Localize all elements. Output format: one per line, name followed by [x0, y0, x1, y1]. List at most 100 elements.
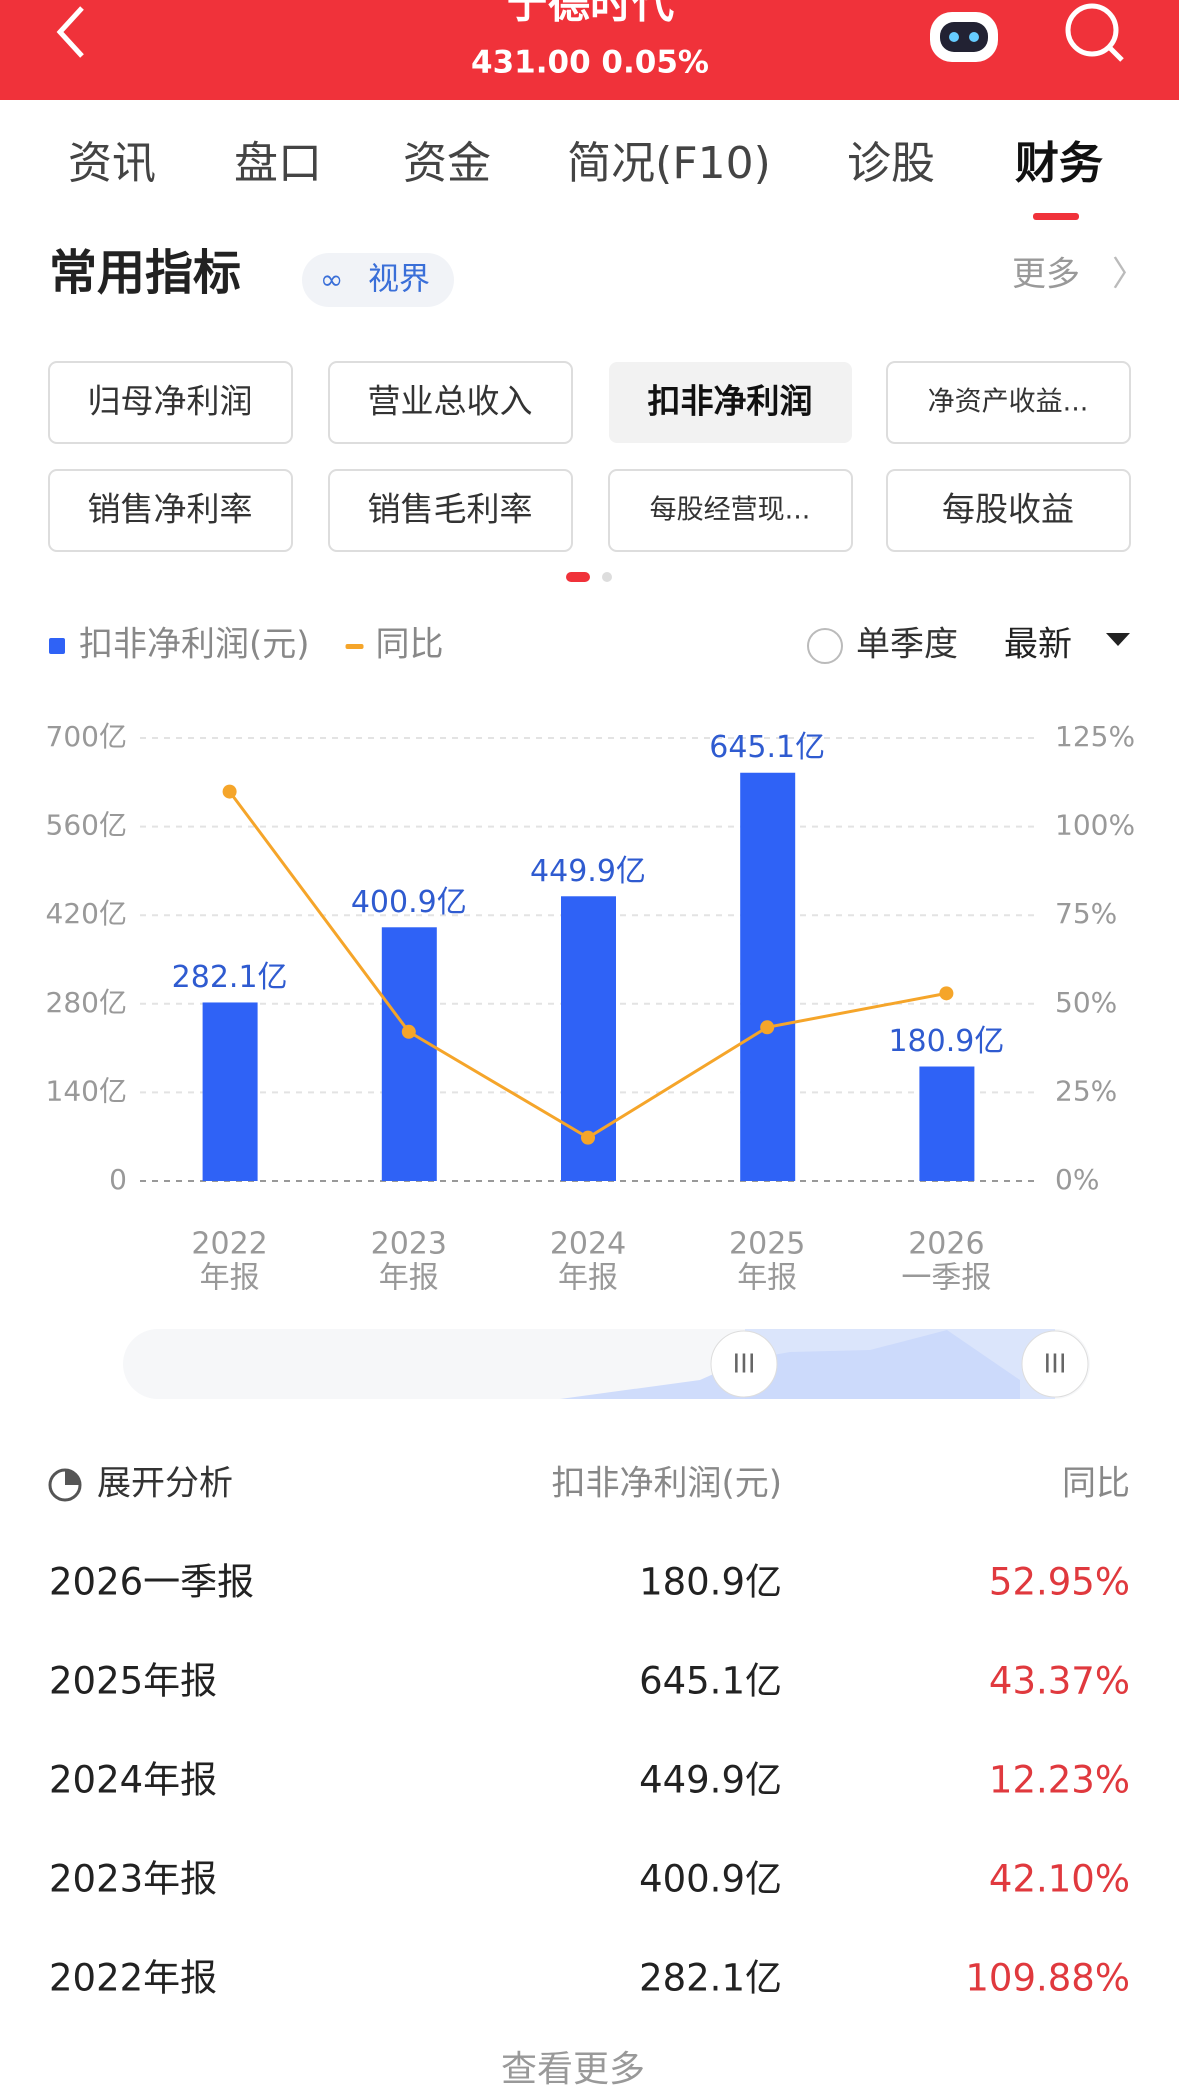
single-quarter[interactable]: 单季度	[856, 625, 958, 665]
chip-label: 销售净利率	[88, 490, 253, 529]
y-tick-label: 420亿	[46, 897, 127, 930]
chip[interactable]	[48, 361, 293, 444]
svg-text:III: III	[1043, 1350, 1066, 1380]
chip-label: 每股收益	[942, 490, 1074, 529]
table-header: 同比	[1062, 1464, 1130, 1504]
chip[interactable]	[609, 362, 852, 443]
y2-tick-label: 50%	[1055, 986, 1117, 1019]
table-cell: 180.9亿	[639, 1561, 782, 1604]
table-cell: 2023年报	[49, 1858, 217, 1901]
value-label: 645.1亿	[709, 730, 825, 765]
chip-label: 扣非净利润	[648, 382, 813, 421]
y-tick-label: 700亿	[46, 720, 127, 753]
x-tick-label: 2024	[550, 1227, 626, 1262]
table-cell: 42.10%	[989, 1858, 1130, 1901]
svg-text:III: III	[732, 1350, 755, 1380]
value-label: 400.9亿	[351, 885, 467, 920]
stock-quote: 431.00 0.05%	[471, 45, 709, 81]
line-point	[760, 1020, 775, 1035]
chip[interactable]	[328, 361, 573, 444]
x-tick-label: 一季报	[901, 1261, 991, 1296]
x-tick-label: 2022	[191, 1227, 267, 1262]
tab-indicator	[1033, 213, 1079, 220]
back-icon[interactable]	[56, 6, 84, 58]
y-tick-label: 560亿	[46, 809, 127, 842]
period-select[interactable]: 最新	[1004, 625, 1072, 665]
y-tick-label: 0	[109, 1163, 127, 1196]
table-cell: 2022年报	[49, 1957, 217, 2000]
value-label: 282.1亿	[172, 960, 288, 995]
line-point	[581, 1130, 595, 1145]
robot-icon[interactable]	[930, 12, 998, 62]
line-point	[401, 1024, 416, 1039]
stock-name: 宁德时代	[506, 0, 674, 28]
y2-tick-label: 100%	[1055, 809, 1135, 842]
y2-tick-label: 75%	[1055, 897, 1117, 930]
chip-label: 归母净利润	[88, 382, 253, 421]
bar	[202, 1002, 258, 1181]
legend-swatch	[345, 644, 364, 649]
table-cell: 400.9亿	[639, 1858, 782, 1901]
table-cell: 282.1亿	[639, 1957, 782, 2000]
radio[interactable]	[807, 628, 843, 664]
x-tick-label: 年报	[379, 1261, 439, 1296]
y2-tick-label: 0%	[1055, 1163, 1099, 1196]
y2-tick-label: 125%	[1055, 720, 1135, 753]
chip[interactable]	[886, 361, 1131, 444]
badge[interactable]	[302, 253, 454, 307]
tab[interactable]: 资讯	[68, 138, 156, 189]
table-cell: 2026一季报	[49, 1561, 254, 1604]
tab[interactable]: 盘口	[234, 138, 322, 189]
tab[interactable]: 资金	[403, 138, 491, 189]
chip[interactable]	[48, 469, 293, 552]
bar	[381, 927, 437, 1181]
dropdown-arrow	[1106, 633, 1130, 646]
y2-tick-label: 25%	[1055, 1074, 1117, 1107]
table-cell: 2025年报	[49, 1660, 217, 1703]
y-tick-label: 280亿	[46, 986, 127, 1019]
page-dot-active	[566, 572, 590, 582]
legend-label: 扣非净利润(元)	[79, 625, 310, 665]
table-cell: 43.37%	[989, 1660, 1130, 1703]
chip[interactable]	[328, 469, 573, 552]
bar	[919, 1066, 975, 1181]
x-tick-label: 年报	[558, 1261, 618, 1296]
table-cell: 645.1亿	[639, 1660, 782, 1703]
table-cell: 52.95%	[989, 1561, 1130, 1604]
badge-icon: ∞	[320, 263, 343, 296]
y-tick-label: 140亿	[46, 1074, 127, 1107]
line-point	[939, 986, 954, 1001]
value-label: 449.9亿	[530, 854, 646, 889]
line-point	[222, 784, 237, 799]
legend-label: 同比	[376, 625, 444, 665]
section-title: 常用指标	[49, 245, 241, 301]
table-cell: 109.88%	[965, 1957, 1130, 2000]
view-more[interactable]: 查看更多	[501, 2049, 645, 2090]
table-cell: 449.9亿	[639, 1759, 782, 1802]
chip[interactable]	[886, 469, 1131, 552]
chip-label: 营业总收入	[368, 382, 533, 421]
x-tick-label: 2023	[371, 1227, 447, 1262]
more-link[interactable]: 更多	[1012, 255, 1080, 295]
tab[interactable]: 诊股	[847, 138, 935, 189]
chip-label: 销售毛利率	[368, 490, 533, 529]
legend-swatch	[49, 638, 65, 654]
range-slider[interactable]: III III	[123, 1329, 1090, 1399]
x-tick-label: 2026	[908, 1227, 984, 1262]
x-tick-label: 年报	[200, 1261, 260, 1296]
x-tick-label: 年报	[737, 1261, 797, 1296]
chevron: 〉	[1112, 255, 1146, 295]
chip[interactable]	[608, 469, 853, 552]
chip-label: 净资产收益...	[928, 387, 1089, 418]
chip-label: 每股经营现...	[650, 495, 811, 526]
bar	[740, 772, 796, 1181]
table-cell: 12.23%	[989, 1759, 1130, 1802]
x-tick-label: 2025	[729, 1227, 805, 1262]
tab[interactable]: 简况(F10)	[567, 138, 771, 189]
search-icon[interactable]	[1065, 3, 1124, 62]
badge-text: 视界	[368, 262, 430, 298]
tab[interactable]: 财务	[1015, 138, 1103, 189]
value-label: 180.9亿	[888, 1024, 1004, 1059]
